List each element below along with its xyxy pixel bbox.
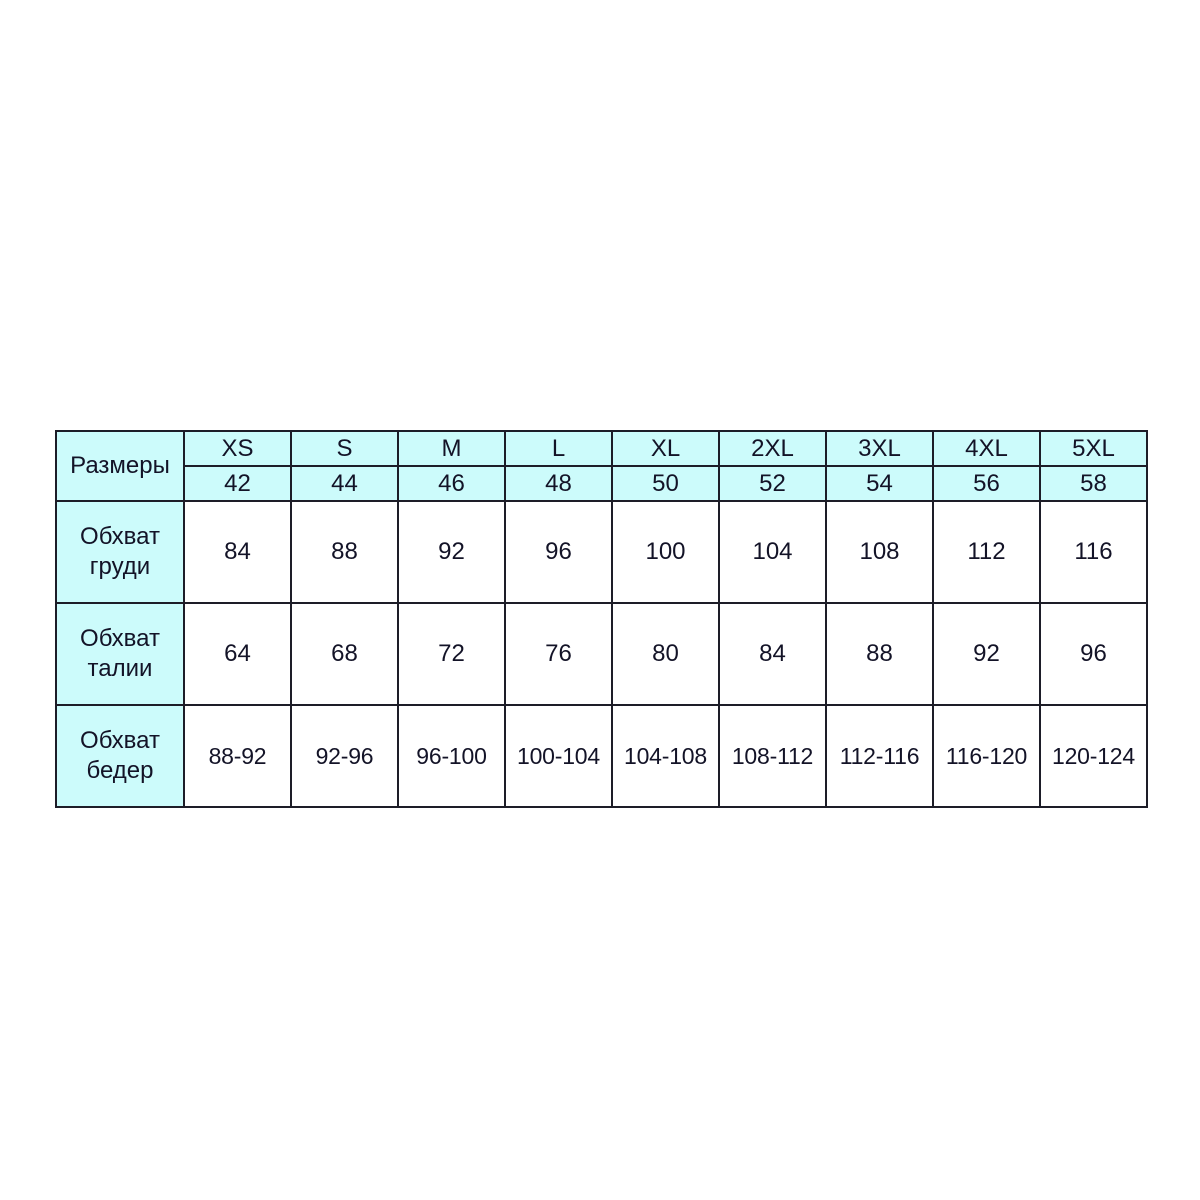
cell-hips-1: 92-96 — [290, 704, 399, 808]
table-row-hips: Обхват бедер 88-92 92-96 96-100 100-104 … — [55, 704, 1148, 808]
size-number-cell-8: 58 — [1039, 465, 1148, 502]
size-letter-cell-3: L — [504, 430, 613, 467]
header-row-size-letters: Размеры XS S M L XL 2XL 3XL 4XL 5XL — [55, 430, 1148, 502]
cell-waist-8: 96 — [1039, 602, 1148, 706]
cell-chest-8: 116 — [1039, 500, 1148, 604]
header-row-size-numbers: 42 44 46 48 50 52 54 56 58 — [56, 465, 1148, 502]
cell-hips-5: 108-112 — [718, 704, 827, 808]
corner-label-sizes: Размеры — [55, 430, 185, 502]
size-letter-cell-4: XL — [611, 430, 720, 467]
size-letter-cell-0: XS — [183, 430, 292, 467]
cell-chest-1: 88 — [290, 500, 399, 604]
row-label-waist-line1: Обхват — [80, 625, 160, 652]
size-number-cell-4: 50 — [611, 465, 720, 502]
cell-chest-4: 100 — [611, 500, 720, 604]
row-label-chest: Обхват груди — [55, 500, 185, 604]
size-chart-table: Размеры XS S M L XL 2XL 3XL 4XL 5XL 42 4… — [55, 430, 1148, 808]
size-letter-cell-5: 2XL — [718, 430, 827, 467]
size-letter-cell-2: M — [397, 430, 506, 467]
size-number-cell-3: 48 — [504, 465, 613, 502]
cell-chest-5: 104 — [718, 500, 827, 604]
cell-waist-6: 88 — [825, 602, 934, 706]
table-row-chest: Обхват груди 84 88 92 96 100 104 108 112… — [55, 500, 1148, 604]
row-label-hips: Обхват бедер — [55, 704, 185, 808]
size-letter-cell-8: 5XL — [1039, 430, 1148, 467]
cell-waist-7: 92 — [932, 602, 1041, 706]
size-chart-container: Размеры XS S M L XL 2XL 3XL 4XL 5XL 42 4… — [55, 430, 1148, 808]
cell-chest-2: 92 — [397, 500, 506, 604]
cell-hips-8: 120-124 — [1039, 704, 1148, 808]
size-number-cell-0: 42 — [183, 465, 292, 502]
cell-hips-2: 96-100 — [397, 704, 506, 808]
cell-hips-0: 88-92 — [183, 704, 292, 808]
size-number-cell-7: 56 — [932, 465, 1041, 502]
size-number-cell-2: 46 — [397, 465, 506, 502]
cell-hips-7: 116-120 — [932, 704, 1041, 808]
row-label-hips-line1: Обхват — [80, 727, 160, 754]
row-label-waist-line2: талии — [87, 655, 153, 682]
table-row-waist: Обхват талии 64 68 72 76 80 84 88 92 96 — [55, 602, 1148, 706]
cell-waist-3: 76 — [504, 602, 613, 706]
size-letter-cell-7: 4XL — [932, 430, 1041, 467]
cell-chest-6: 108 — [825, 500, 934, 604]
cell-hips-6: 112-116 — [825, 704, 934, 808]
cell-waist-0: 64 — [183, 602, 292, 706]
size-number-cell-5: 52 — [718, 465, 827, 502]
cell-chest-7: 112 — [932, 500, 1041, 604]
cell-hips-4: 104-108 — [611, 704, 720, 808]
cell-hips-3: 100-104 — [504, 704, 613, 808]
cell-waist-5: 84 — [718, 602, 827, 706]
cell-waist-1: 68 — [290, 602, 399, 706]
row-label-chest-line2: груди — [89, 553, 151, 580]
row-label-chest-line1: Обхват — [80, 523, 160, 550]
size-number-cell-1: 44 — [290, 465, 399, 502]
size-letter-cell-6: 3XL — [825, 430, 934, 467]
cell-chest-3: 96 — [504, 500, 613, 604]
size-number-cell-6: 54 — [825, 465, 934, 502]
cell-waist-2: 72 — [397, 602, 506, 706]
cell-chest-0: 84 — [183, 500, 292, 604]
row-label-waist: Обхват талии — [55, 602, 185, 706]
cell-waist-4: 80 — [611, 602, 720, 706]
size-letter-cell-1: S — [290, 430, 399, 467]
row-label-hips-line2: бедер — [86, 757, 154, 784]
